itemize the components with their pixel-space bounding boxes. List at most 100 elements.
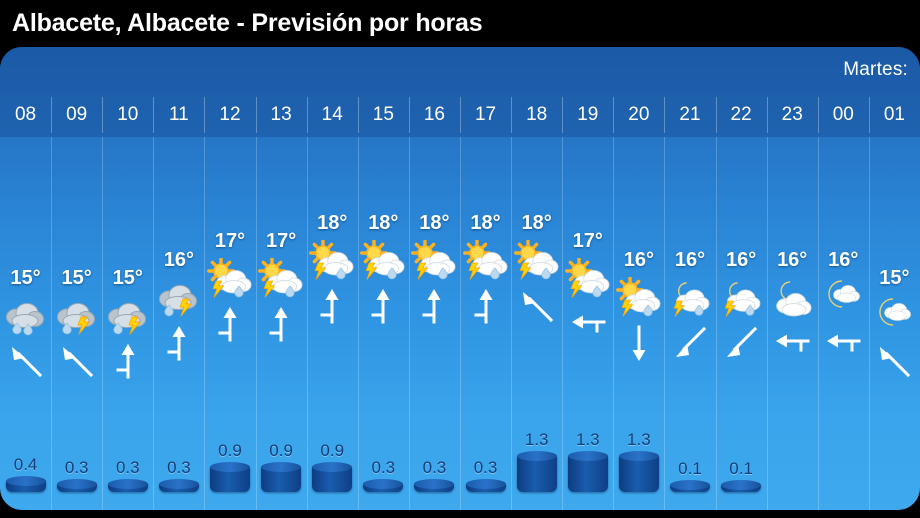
hour-label-09[interactable]: 09	[51, 93, 102, 137]
precipitation-bar	[312, 462, 353, 492]
precipitation-bar	[107, 479, 148, 492]
hour-label-15[interactable]: 15	[357, 93, 409, 137]
forecast-column[interactable]: 17° 0.9	[204, 137, 255, 510]
temperature-label: 17°	[572, 230, 603, 253]
precipitation-value: 1.3	[524, 430, 549, 449]
precipitation-bar	[721, 480, 762, 492]
wind-arrow-up-icon	[210, 304, 250, 344]
wind-arrow-up-icon	[363, 286, 403, 326]
precipitation-value: 0.9	[320, 441, 345, 460]
precipitation-bar	[516, 451, 557, 492]
forecast-column[interactable]: 18° 0.3	[459, 137, 511, 510]
sun-storm-rain-icon	[564, 258, 612, 300]
moon-storm-rain-icon	[717, 277, 765, 319]
storm-cloud-icon	[155, 277, 203, 319]
precipitation-bar	[363, 479, 404, 492]
wind-arrow-left-icon	[772, 323, 812, 363]
sun-storm-rain-icon	[462, 240, 510, 282]
precipitation-value: 0.3	[115, 458, 140, 477]
hour-label-23[interactable]: 23	[766, 93, 818, 137]
hour-label-12[interactable]: 12	[204, 93, 255, 137]
temperature-label: 16°	[777, 248, 808, 271]
forecast-column[interactable]: 15° 0.4	[0, 137, 51, 510]
sun-storm-rain-icon	[410, 240, 458, 282]
precipitation-value: 0.9	[218, 441, 242, 460]
forecast-column[interactable]: 16° 1.3	[613, 137, 664, 510]
sun-storm-rain-icon	[615, 276, 663, 319]
wind-arrow-up-icon	[312, 286, 352, 326]
forecast-column[interactable]: 15° 0.3	[102, 137, 153, 510]
sun-storm-rain-icon	[206, 258, 254, 300]
page-title: Albacete, Albacete - Previsión por horas	[12, 9, 483, 37]
precipitation-value: 1.3	[627, 430, 651, 449]
day-band: Martes:	[0, 47, 920, 93]
moon-cloudy-icon	[768, 277, 816, 319]
hour-label-11[interactable]: 11	[153, 93, 204, 137]
hour-label-00[interactable]: 00	[817, 93, 869, 137]
temperature-label: 15°	[879, 267, 910, 289]
temperature-label: 15°	[112, 267, 143, 289]
forecast-column[interactable]: 16° 0.3	[153, 137, 204, 510]
temperature-label: 16°	[725, 248, 757, 271]
temperature-label: 16°	[623, 248, 654, 271]
precipitation-bar	[209, 462, 250, 492]
hour-label-22[interactable]: 22	[715, 93, 767, 137]
forecast-column[interactable]: 18° 0.3	[357, 137, 409, 510]
forecast-column[interactable]: 18° 1.3	[511, 137, 562, 510]
forecast-grid: 15° 0.4 15° 0.3 15° 0.3 16°	[0, 137, 920, 510]
precipitation-value: 0.3	[371, 458, 396, 477]
sun-storm-rain-icon	[308, 240, 356, 282]
wind-arrow-up-icon	[466, 286, 506, 326]
precipitation-value: 0.3	[167, 458, 191, 477]
hour-label-21[interactable]: 21	[664, 93, 715, 137]
wind-arrow-left-icon	[568, 304, 608, 344]
forecast-panel: Martes: 08 09 10 11 12 13 14 15 16 17 18 19 20 21 22 23…	[0, 47, 920, 510]
precipitation-bar	[414, 479, 455, 492]
forecast-column[interactable]: 16° 0.1	[664, 137, 715, 510]
temperature-label: 15°	[10, 267, 41, 289]
precipitation-bar	[669, 480, 710, 492]
forecast-column[interactable]: 16°	[766, 137, 818, 510]
temperature-label: 18°	[368, 212, 399, 234]
wind-arrow-up-left-icon	[874, 341, 914, 381]
hour-label-17[interactable]: 17	[459, 93, 511, 137]
forecast-column[interactable]: 18° 0.9	[306, 137, 358, 510]
rain-cloud-icon	[2, 295, 50, 337]
forecast-column[interactable]: 15° 0.3	[51, 137, 102, 510]
hour-label-01[interactable]: 01	[868, 93, 920, 137]
wind-arrow-up-icon	[159, 323, 199, 363]
hour-strip: 08 09 10 11 12 13 14 15 16 17 18 19 20 21 22 23 00 01	[0, 93, 920, 137]
hour-label-19[interactable]: 19	[562, 93, 613, 137]
wind-arrow-up-left-icon	[57, 341, 97, 381]
hour-label-18[interactable]: 18	[511, 93, 562, 137]
sun-storm-rain-icon	[513, 240, 561, 282]
precipitation-bar	[465, 479, 506, 492]
hour-label-08[interactable]: 08	[14, 104, 37, 125]
forecast-column[interactable]: 16° 0.1	[715, 137, 767, 510]
forecast-column[interactable]: 16°	[817, 137, 869, 510]
sun-storm-rain-icon	[257, 258, 305, 300]
forecast-column[interactable]: 17° 1.3	[562, 137, 613, 510]
wind-arrow-up-icon	[108, 341, 148, 381]
forecast-column[interactable]: 17° 0.9	[255, 137, 307, 510]
hour-label-20[interactable]: 20	[613, 93, 664, 137]
forecast-column[interactable]: 15°	[868, 137, 920, 510]
moon-partly-cloudy-icon	[870, 295, 918, 337]
wind-arrow-up-icon	[414, 286, 454, 326]
sun-storm-rain-icon	[359, 240, 407, 282]
hour-label-10[interactable]: 10	[102, 93, 153, 137]
temperature-label: 15°	[61, 267, 92, 289]
temperature-label: 16°	[674, 248, 706, 271]
moon-storm-rain-icon	[666, 277, 714, 319]
temperature-label: 18°	[419, 212, 450, 234]
hour-label-16[interactable]: 16	[408, 93, 460, 137]
wind-arrow-down-icon	[619, 323, 659, 363]
temperature-label: 18°	[317, 212, 348, 234]
wind-arrow-up-left-icon	[6, 341, 46, 381]
precipitation-bar	[567, 451, 608, 492]
precipitation-value: 0.3	[64, 458, 89, 477]
hour-label-13[interactable]: 13	[255, 93, 307, 137]
hour-label-14[interactable]: 14	[306, 93, 358, 137]
forecast-column[interactable]: 18° 0.3	[408, 137, 460, 510]
precipitation-value: 0.1	[678, 459, 702, 478]
